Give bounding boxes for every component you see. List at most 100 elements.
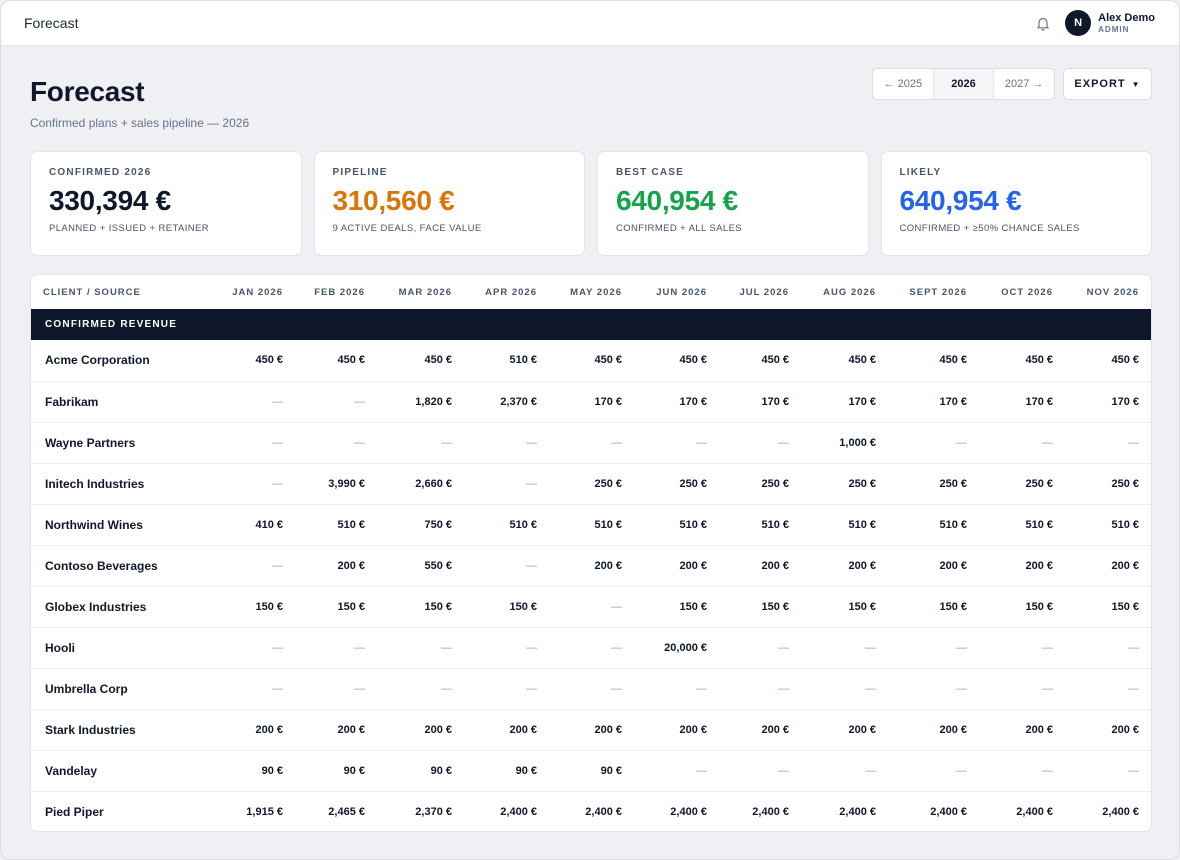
month-value-cell: 2,400 € <box>979 791 1065 831</box>
client-name[interactable]: Northwind Wines <box>31 504 209 546</box>
table-row[interactable]: Fabrikam — —1,820 €2,370 €170 €170 €170 €1… <box>31 381 1151 423</box>
month-value-cell: 200 € <box>801 709 888 751</box>
month-value-cell: 90 € <box>295 750 377 792</box>
month-value-cell: 250 € <box>549 463 634 505</box>
client-name[interactable]: Pied Piper <box>31 791 209 831</box>
client-name[interactable]: Contoso Beverages <box>31 545 209 587</box>
month-value-cell: 1,000 € <box>801 422 888 464</box>
month-value-cell: 410 € <box>209 504 295 546</box>
month-value-cell: — <box>719 422 801 464</box>
column-header-month[interactable]: NOV 2026 <box>1086 286 1139 298</box>
client-name[interactable]: Stark Industries <box>31 709 209 751</box>
month-value-cell: 510 € <box>464 340 549 382</box>
month-value-cell: 450 € <box>209 340 295 382</box>
column-header-month[interactable]: MAY 2026 <box>570 286 622 298</box>
month-value-cell: 2,370 € <box>464 381 549 423</box>
month-value-cell: 170 € <box>979 381 1065 423</box>
month-value-cell: — <box>209 668 295 710</box>
column-header-month[interactable]: APR 2026 <box>485 286 537 298</box>
column-header-month[interactable]: MAR 2026 <box>398 286 452 298</box>
column-header-month[interactable]: JUL 2026 <box>739 286 789 298</box>
table-row[interactable]: Wayne Partners — — — — — — —1,000 € — — — <box>31 422 1151 464</box>
column-header-month[interactable]: FEB 2026 <box>314 286 365 298</box>
month-value-cell: — <box>979 627 1065 669</box>
month-value-cell: 200 € <box>719 709 801 751</box>
month-value-cell: 2,400 € <box>719 791 801 831</box>
client-name[interactable]: Hooli <box>31 627 209 669</box>
table-row[interactable]: Stark Industries 200 €200 €200 €200 €200 … <box>31 709 1151 751</box>
month-value-cell: 200 € <box>549 545 634 587</box>
month-value-cell: — <box>209 545 295 587</box>
month-value-cell: 510 € <box>549 504 634 546</box>
column-header-month[interactable]: JAN 2026 <box>232 286 283 298</box>
section-row: CONFIRMED REVENUE <box>31 309 1151 340</box>
card-value: 310,560 € <box>332 185 455 216</box>
month-value-cell: — <box>464 463 549 505</box>
table-row[interactable]: Globex Industries 150 €150 €150 €150 € —15… <box>31 586 1151 628</box>
month-value-cell: — <box>549 586 634 628</box>
table-row[interactable]: Pied Piper 1,915 €2,465 €2,370 €2,400 €2,… <box>31 791 1151 831</box>
month-value-cell: — <box>634 750 719 792</box>
month-value-cell: — <box>1065 422 1151 464</box>
client-name[interactable]: Umbrella Corp <box>31 668 209 710</box>
table-row[interactable]: Acme Corporation 450 €450 €450 €510 €450 … <box>31 340 1151 382</box>
column-header-month[interactable]: JUN 2026 <box>656 286 707 298</box>
table-row[interactable]: Umbrella Corp — — — — — — — — — — — <box>31 668 1151 710</box>
month-value-cell: 200 € <box>888 545 979 587</box>
table-row[interactable]: Contoso Beverages —200 €550 € —200 €200 €2… <box>31 545 1151 587</box>
client-name[interactable]: Globex Industries <box>31 586 209 628</box>
month-value-cell: 150 € <box>377 586 464 628</box>
column-header-client[interactable]: CLIENT / SOURCE <box>43 286 141 298</box>
month-value-cell: 2,370 € <box>377 791 464 831</box>
table-row[interactable]: Vandelay 90 €90 €90 €90 €90 € — — — — — — <box>31 750 1151 792</box>
month-value-cell: — <box>801 627 888 669</box>
month-value-cell: — <box>888 627 979 669</box>
client-name[interactable]: Fabrikam <box>31 381 209 423</box>
bell-icon[interactable] <box>1035 15 1051 31</box>
user-menu[interactable]: Alex Demo ADMIN <box>1098 11 1155 34</box>
column-header-month[interactable]: OCT 2026 <box>1001 286 1053 298</box>
prev-year-button[interactable]: ← 2025 <box>873 69 934 99</box>
table-header-row: CLIENT / SOURCE JAN 2026 FEB 2026 MAR 2026… <box>31 275 1151 309</box>
month-value-cell: 510 € <box>464 504 549 546</box>
section-label: CONFIRMED REVENUE <box>31 309 1151 340</box>
month-value-cell: — <box>464 627 549 669</box>
month-value-cell: 200 € <box>801 545 888 587</box>
client-name[interactable]: Initech Industries <box>31 463 209 505</box>
month-value-cell: 510 € <box>1065 504 1151 546</box>
month-value-cell: — <box>295 381 377 423</box>
month-value-cell: 150 € <box>888 586 979 628</box>
column-header-month[interactable]: AUG 2026 <box>823 286 876 298</box>
month-value-cell: 250 € <box>979 463 1065 505</box>
month-value-cell: 3,990 € <box>295 463 377 505</box>
month-value-cell: 450 € <box>801 340 888 382</box>
current-year-button[interactable]: 2026 <box>933 69 995 99</box>
client-name[interactable]: Wayne Partners <box>31 422 209 464</box>
month-value-cell: — <box>979 422 1065 464</box>
month-value-cell: — <box>464 422 549 464</box>
next-year-button[interactable]: 2027 → <box>1004 78 1044 90</box>
avatar[interactable]: N <box>1065 10 1092 36</box>
card-label: CONFIRMED 2026 <box>49 167 152 178</box>
month-value-cell: 200 € <box>1065 709 1151 751</box>
client-name[interactable]: Vandelay <box>31 750 209 792</box>
month-value-cell: — <box>549 422 634 464</box>
month-value-cell: 20,000 € <box>634 627 719 669</box>
month-value-cell: 510 € <box>719 504 801 546</box>
table-row[interactable]: Northwind Wines 410 €510 €750 €510 €510 €… <box>31 504 1151 546</box>
month-value-cell: — <box>1065 750 1151 792</box>
user-name: Alex Demo <box>1098 11 1155 24</box>
month-value-cell: 250 € <box>1065 463 1151 505</box>
month-value-cell: 2,400 € <box>634 791 719 831</box>
top-bar: Forecast N Alex Demo ADMIN <box>1 1 1179 46</box>
month-value-cell: — <box>979 668 1065 710</box>
table-row[interactable]: Hooli — — — — —20,000 € — — — — — <box>31 627 1151 669</box>
month-value-cell: 200 € <box>979 709 1065 751</box>
month-value-cell: 150 € <box>634 586 719 628</box>
column-header-month[interactable]: SEPT 2026 <box>909 286 967 298</box>
table-row[interactable]: Initech Industries —3,990 €2,660 € —250 €2… <box>31 463 1151 505</box>
client-name[interactable]: Acme Corporation <box>31 340 209 382</box>
month-value-cell: 450 € <box>377 340 464 382</box>
export-button[interactable]: EXPORT ▼ <box>1063 68 1152 100</box>
month-value-cell: 550 € <box>377 545 464 587</box>
